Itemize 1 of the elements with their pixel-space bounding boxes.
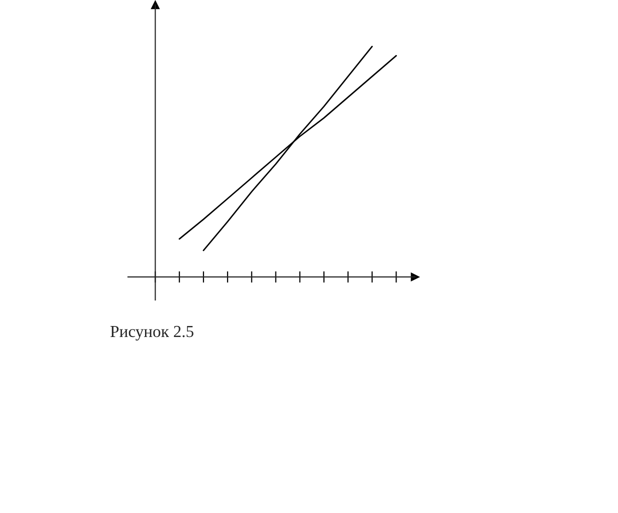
text: Рисунок 2.5 [110, 326, 194, 341]
